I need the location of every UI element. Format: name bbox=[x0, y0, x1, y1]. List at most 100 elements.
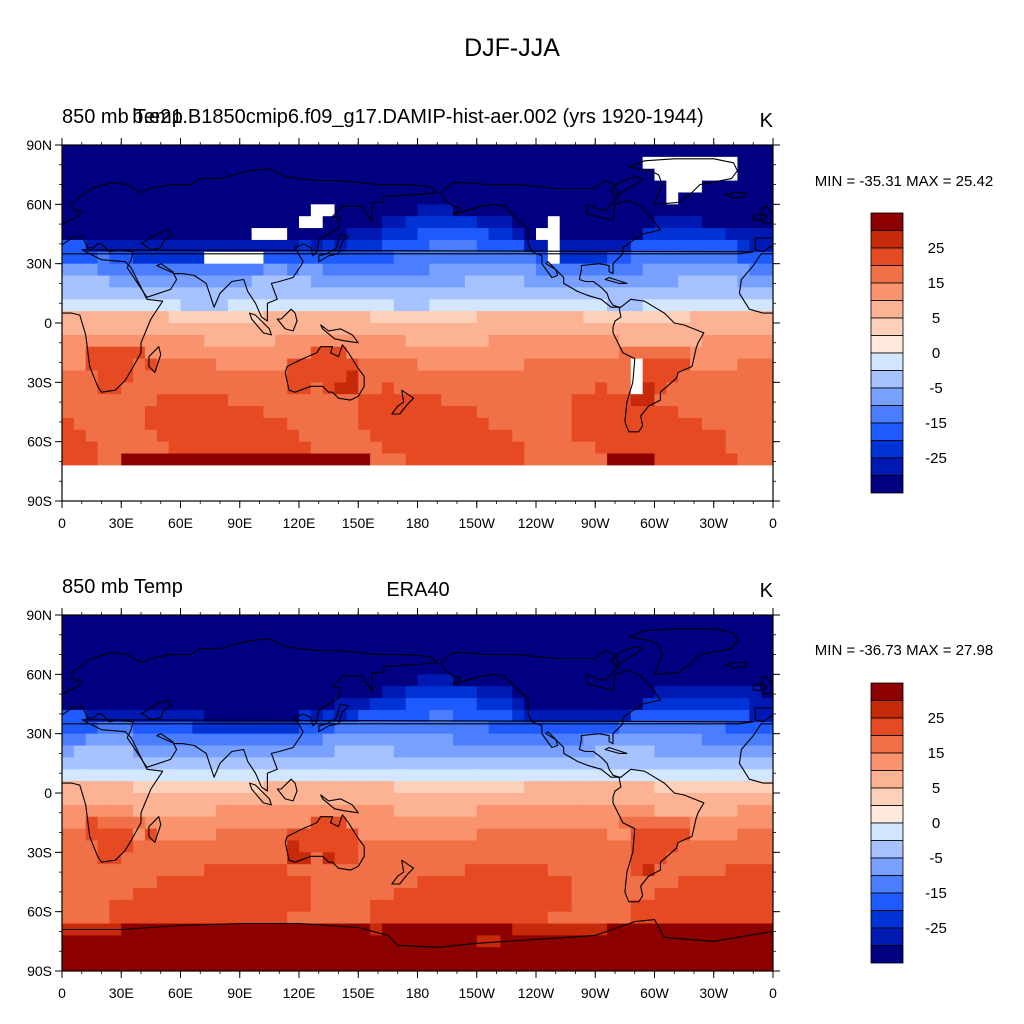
grid-cell bbox=[607, 489, 620, 501]
grid-cell bbox=[121, 828, 134, 842]
grid-cell bbox=[512, 745, 525, 758]
grid-cell bbox=[346, 674, 359, 687]
grid-cell bbox=[109, 959, 122, 971]
grid-cell bbox=[156, 417, 170, 431]
grid-cell bbox=[121, 441, 134, 455]
grid-cell bbox=[275, 263, 288, 277]
grid-cell bbox=[358, 346, 371, 360]
grid-cell bbox=[417, 638, 430, 652]
grid-cell bbox=[287, 429, 300, 443]
grid-cell bbox=[393, 852, 407, 865]
grid-cell bbox=[251, 638, 265, 652]
grid-cell bbox=[476, 299, 490, 312]
grid-cell bbox=[512, 793, 525, 806]
grid-cell bbox=[500, 852, 513, 865]
grid-cell bbox=[571, 477, 584, 490]
grid-cell bbox=[62, 441, 75, 455]
grid-cell bbox=[725, 346, 739, 360]
grid-cell bbox=[488, 662, 502, 675]
grid-cell bbox=[216, 192, 229, 205]
grid-cell bbox=[737, 899, 750, 913]
grid-cell bbox=[299, 615, 312, 628]
grid-cell bbox=[393, 698, 407, 711]
grid-cell bbox=[263, 757, 276, 770]
grid-cell bbox=[512, 156, 525, 170]
grid-cell bbox=[144, 852, 158, 865]
grid-cell bbox=[109, 465, 122, 478]
grid-cell bbox=[310, 156, 324, 170]
grid-cell bbox=[701, 757, 715, 770]
grid-cell bbox=[275, 358, 288, 372]
grid-cell bbox=[749, 453, 762, 466]
grid-cell bbox=[393, 370, 407, 383]
lat-tick-label: 30S bbox=[27, 844, 52, 860]
grid-cell bbox=[133, 465, 146, 478]
grid-cell bbox=[464, 334, 478, 348]
grid-cell bbox=[512, 781, 525, 794]
grid-cell bbox=[476, 911, 490, 925]
grid-cell bbox=[666, 864, 679, 877]
grid-cell bbox=[536, 358, 549, 372]
grid-cell bbox=[144, 686, 158, 699]
grid-cell bbox=[547, 334, 561, 348]
grid-cell bbox=[417, 417, 430, 431]
grid-cell bbox=[512, 323, 525, 336]
grid-cell bbox=[299, 840, 312, 853]
grid-cell bbox=[583, 382, 596, 395]
grid-cell bbox=[204, 757, 217, 770]
grid-cell bbox=[607, 465, 620, 478]
grid-cell bbox=[476, 311, 490, 324]
grid-cell bbox=[393, 804, 407, 818]
grid-cell bbox=[701, 745, 715, 758]
grid-cell bbox=[761, 239, 773, 253]
grid-cell bbox=[239, 145, 253, 158]
grid-cell bbox=[73, 638, 87, 652]
grid-cell bbox=[251, 828, 265, 842]
grid-cell bbox=[725, 911, 739, 925]
grid-cell bbox=[239, 816, 253, 830]
grid-cell bbox=[417, 406, 430, 419]
grid-cell bbox=[310, 852, 324, 865]
grid-cell bbox=[334, 923, 347, 936]
grid-cell bbox=[512, 287, 525, 300]
grid-cell bbox=[761, 192, 773, 205]
grid-cell bbox=[618, 733, 632, 747]
grid-cell bbox=[73, 299, 87, 312]
grid-cell bbox=[358, 709, 371, 723]
grid-cell bbox=[701, 698, 715, 711]
lat-tick-label: 60S bbox=[27, 904, 52, 920]
grid-cell bbox=[370, 417, 383, 431]
grid-cell bbox=[180, 453, 193, 466]
grid-cell bbox=[583, 145, 596, 158]
grid-cell bbox=[476, 346, 490, 360]
grid-cell bbox=[536, 804, 549, 818]
grid-cell bbox=[725, 441, 739, 455]
grid-cell bbox=[524, 911, 537, 925]
grid-cell bbox=[346, 959, 359, 971]
grid-cell bbox=[559, 816, 573, 830]
grid-cell bbox=[737, 709, 750, 723]
grid-cell bbox=[701, 816, 715, 830]
grid-cell bbox=[417, 781, 430, 794]
grid-cell bbox=[62, 156, 75, 170]
grid-cell bbox=[62, 887, 75, 901]
grid-cell bbox=[441, 323, 454, 336]
grid-cell bbox=[192, 287, 205, 300]
grid-cell bbox=[287, 923, 300, 936]
grid-cell bbox=[346, 947, 359, 960]
grid-cell bbox=[299, 204, 312, 217]
grid-cell bbox=[725, 168, 739, 182]
grid-cell bbox=[559, 382, 573, 395]
grid-cell bbox=[678, 239, 691, 253]
grid-cell bbox=[642, 852, 656, 865]
grid-cell bbox=[512, 251, 525, 265]
grid-cell bbox=[737, 769, 750, 782]
grid-cell bbox=[464, 781, 478, 794]
grid-cell bbox=[192, 876, 205, 889]
grid-cell bbox=[524, 816, 537, 830]
grid-cell bbox=[512, 441, 525, 455]
grid-cell bbox=[429, 358, 442, 372]
grid-cell bbox=[607, 947, 620, 960]
grid-cell bbox=[725, 698, 739, 711]
grid-cell bbox=[334, 911, 347, 925]
